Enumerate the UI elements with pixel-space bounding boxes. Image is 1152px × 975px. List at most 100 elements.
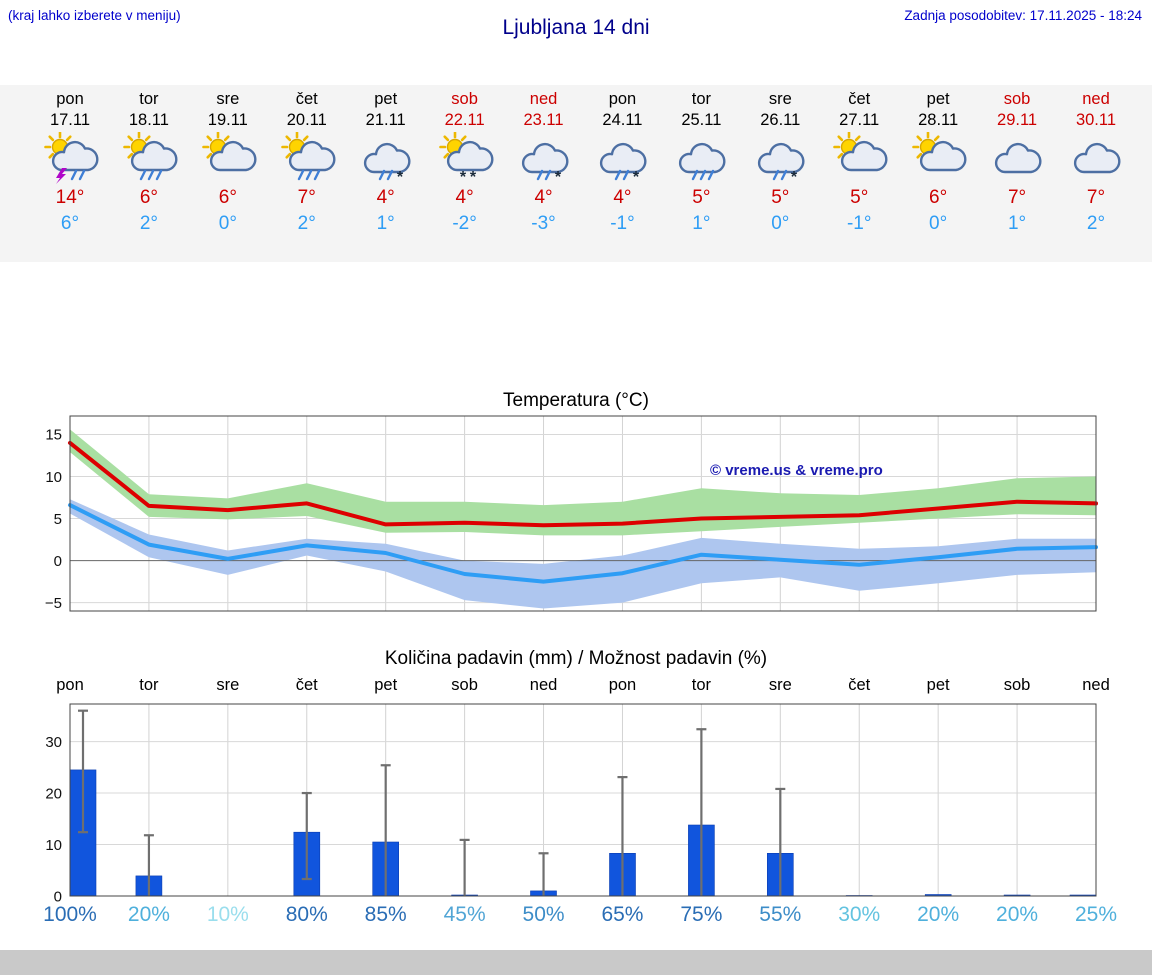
day-name: pet bbox=[374, 90, 398, 108]
day-name: sob bbox=[451, 90, 478, 108]
day-high-temp: 7° bbox=[297, 187, 316, 208]
day-date: 19.11 bbox=[207, 111, 248, 129]
precip-probability-2: 10% bbox=[206, 903, 249, 926]
forecast-day-3[interactable]: čet 20.11 7° 2° bbox=[263, 90, 351, 235]
forecast-day-10[interactable]: čet 27.11 5° -1° bbox=[815, 90, 903, 235]
day-name: pon bbox=[608, 90, 637, 108]
day-date: 24.11 bbox=[602, 111, 643, 129]
precip-probability-4: 85% bbox=[364, 903, 407, 926]
precip-probability-5: 45% bbox=[443, 903, 486, 926]
day-name: sob bbox=[1003, 90, 1031, 108]
day-date: 28.11 bbox=[918, 111, 959, 129]
day-low-temp: -3° bbox=[531, 213, 556, 234]
day-high-temp: 5° bbox=[850, 187, 869, 208]
day-low-temp: 2° bbox=[1086, 213, 1106, 234]
day-date: 22.11 bbox=[444, 111, 485, 129]
page-title: Ljubljana 14 dni bbox=[502, 16, 650, 39]
precip-probability-row: 100% 20% 10% 80% 85% 45% 50% 65% 75% 55% 30% 20% 20%… bbox=[0, 903, 1152, 931]
precip-day-label-11: pet bbox=[926, 676, 950, 694]
day-date: 30.11 bbox=[1075, 111, 1117, 129]
forecast-day-4[interactable]: pet 21.11 * 4° 1° bbox=[342, 90, 430, 235]
sun-cloud-rain-icon bbox=[105, 131, 193, 186]
day-high-temp: 7° bbox=[1007, 187, 1027, 208]
forecast-day-8[interactable]: tor 25.11 5° 1° bbox=[657, 90, 745, 235]
precip-probability-7: 65% bbox=[601, 903, 644, 926]
precip-day-label-4: pet bbox=[374, 676, 398, 694]
day-low-temp: 6° bbox=[60, 213, 80, 234]
precip-day-label-13: ned bbox=[1082, 676, 1110, 694]
day-low-temp: -1° bbox=[846, 213, 872, 234]
day-low-temp: -1° bbox=[610, 213, 635, 234]
precip-probability-13: 25% bbox=[1074, 903, 1118, 926]
precip-day-label-6: ned bbox=[529, 676, 558, 694]
svg-text:20: 20 bbox=[45, 785, 62, 802]
day-date: 17.11 bbox=[49, 111, 91, 129]
precip-day-label-8: tor bbox=[691, 676, 712, 694]
day-name: pet bbox=[926, 90, 950, 108]
forecast-day-13[interactable]: ned 30.11 7° 2° bbox=[1052, 90, 1140, 235]
svg-text:0: 0 bbox=[54, 553, 62, 570]
precip-probability-1: 20% bbox=[127, 903, 170, 926]
precip-day-label-12: sob bbox=[1003, 676, 1031, 694]
svg-text:*: * bbox=[469, 169, 476, 184]
day-date: 29.11 bbox=[997, 111, 1038, 129]
cloud-rain-snow-icon: * bbox=[736, 132, 824, 186]
sun-cloud-snow-icon: * * bbox=[421, 131, 509, 186]
forecast-day-12[interactable]: sob 29.11 7° 1° bbox=[973, 90, 1061, 235]
precip-day-labels: pon tor sre čet pet sob ned pon tor sre čet pet sob n… bbox=[0, 676, 1152, 698]
day-high-temp: 5° bbox=[692, 187, 711, 208]
forecast-day-1[interactable]: tor 18.11 6° 2° bbox=[105, 90, 193, 235]
precip-day-label-3: čet bbox=[295, 676, 318, 694]
day-low-temp: 1° bbox=[692, 213, 711, 234]
day-name: sre bbox=[216, 90, 240, 108]
precip-chart-title: Količina padavin (mm) / Možnost padavin … bbox=[384, 648, 768, 669]
precip-probability-3: 80% bbox=[285, 903, 328, 926]
temperature-chart-title: Temperatura (°C) bbox=[503, 390, 649, 411]
cloud-rain-snow-icon: * bbox=[578, 132, 666, 186]
day-date: 20.11 bbox=[286, 111, 327, 129]
day-date: 21.11 bbox=[365, 111, 406, 129]
cloud-rain-snow-icon: * bbox=[342, 132, 430, 186]
forecast-day-9[interactable]: sre 26.11 * 5° 0° bbox=[736, 90, 824, 235]
day-high-temp: 4° bbox=[455, 187, 474, 208]
day-low-temp: 1° bbox=[1007, 213, 1027, 234]
day-name: ned bbox=[529, 90, 558, 108]
precip-probability-11: 20% bbox=[917, 903, 960, 926]
day-date: 25.11 bbox=[681, 111, 722, 129]
menu-hint[interactable]: (kraj lahko izberete v meniju) bbox=[8, 8, 181, 23]
temperature-chart: 15 10 5 0 −5 © vreme.us & vreme.pro bbox=[0, 414, 1152, 620]
footer-bar bbox=[0, 950, 1152, 975]
forecast-day-5[interactable]: sob 22.11 * * 4° -2° bbox=[421, 90, 509, 235]
day-low-temp: 0° bbox=[218, 213, 237, 234]
day-low-temp: 2° bbox=[297, 213, 316, 234]
day-high-temp: 4° bbox=[376, 187, 395, 208]
precip-day-label-9: sre bbox=[768, 676, 792, 694]
day-low-temp: 1° bbox=[376, 213, 395, 234]
precipitation-chart: 30 20 10 0 bbox=[0, 702, 1152, 905]
precip-day-label-2: sre bbox=[216, 676, 240, 694]
forecast-day-11[interactable]: pet 28.11 6° 0° bbox=[894, 90, 982, 235]
day-low-temp: 0° bbox=[929, 213, 948, 234]
forecast-day-0[interactable]: pon 17.11 14° 6° bbox=[26, 90, 114, 235]
day-date: 27.11 bbox=[839, 111, 880, 129]
forecast-day-7[interactable]: pon 24.11 * 4° -1° bbox=[578, 90, 666, 235]
day-low-temp: 0° bbox=[771, 213, 790, 234]
precip-day-label-10: čet bbox=[848, 676, 871, 694]
watermark: © vreme.us & vreme.pro bbox=[710, 462, 883, 479]
last-update: Zadnja posodobitev: 17.11.2025 - 18:24 bbox=[904, 8, 1142, 23]
svg-text:*: * bbox=[791, 169, 798, 184]
precip-day-label-7: pon bbox=[608, 676, 637, 694]
day-name: čet bbox=[848, 90, 871, 108]
cloud-rain-icon bbox=[657, 132, 745, 186]
day-name: ned bbox=[1082, 90, 1110, 108]
svg-text:*: * bbox=[459, 169, 466, 184]
forecast-day-6[interactable]: ned 23.11 * 4° -3° bbox=[500, 90, 588, 235]
sun-cloud-rain-icon bbox=[263, 131, 351, 186]
precip-day-label-0: pon bbox=[56, 676, 84, 694]
forecast-day-2[interactable]: sre 19.11 6° 0° bbox=[184, 90, 272, 235]
svg-text:15: 15 bbox=[45, 427, 62, 444]
cloud-icon bbox=[1052, 132, 1140, 186]
sun-cloud-lightning-rain-icon bbox=[26, 131, 114, 186]
day-high-temp: 4° bbox=[534, 187, 553, 208]
day-high-temp: 6° bbox=[218, 187, 237, 208]
